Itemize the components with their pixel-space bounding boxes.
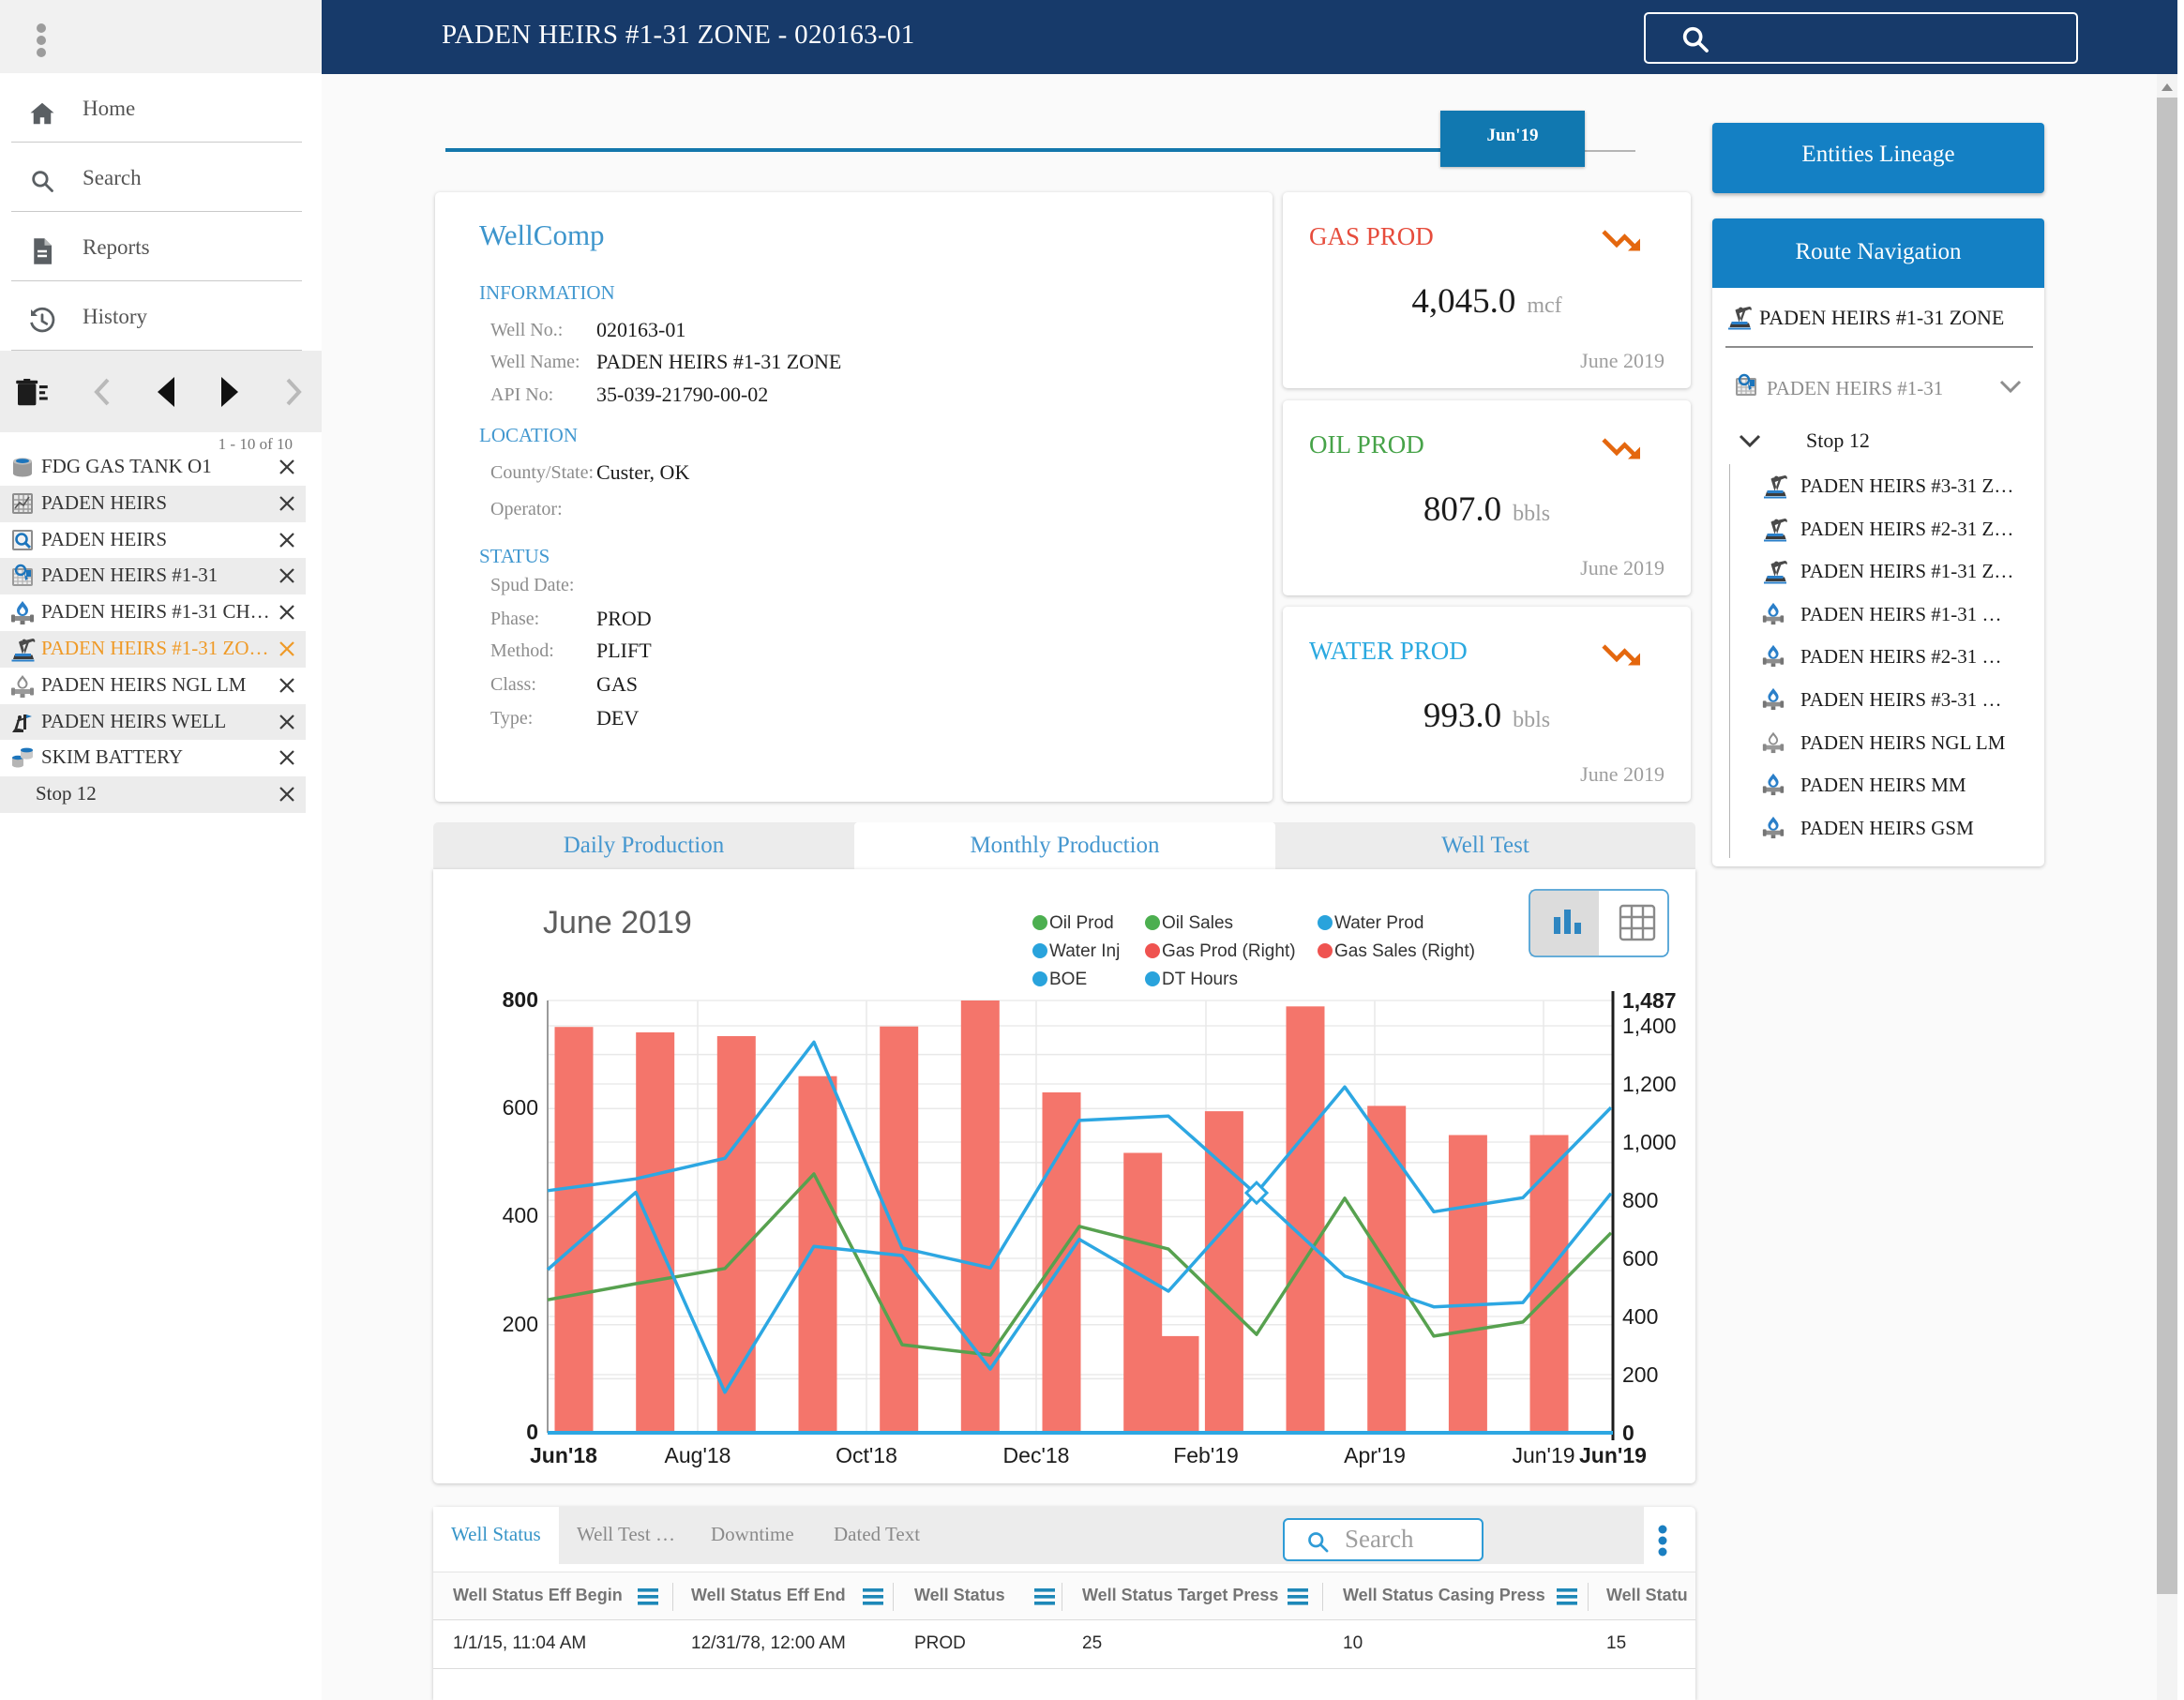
svg-text:Water Inj: Water Inj	[1049, 941, 1120, 961]
svg-text:Dec'18: Dec'18	[1003, 1443, 1070, 1467]
svg-text:Jun'18: Jun'18	[530, 1443, 597, 1467]
svg-text:400: 400	[503, 1203, 538, 1227]
svg-text:DT Hours: DT Hours	[1162, 970, 1238, 989]
svg-text:600: 600	[503, 1095, 538, 1120]
svg-text:Gas Prod (Right): Gas Prod (Right)	[1162, 941, 1296, 961]
svg-text:Aug'18: Aug'18	[665, 1443, 731, 1467]
svg-text:200: 200	[503, 1312, 538, 1336]
svg-text:June 2019: June 2019	[543, 905, 692, 940]
svg-text:Jun'19: Jun'19	[1579, 1443, 1647, 1467]
svg-text:1,200: 1,200	[1622, 1072, 1677, 1096]
svg-text:Jun'19: Jun'19	[1512, 1443, 1574, 1467]
svg-text:400: 400	[1622, 1304, 1658, 1329]
svg-text:800: 800	[503, 987, 538, 1012]
svg-text:Apr'19: Apr'19	[1344, 1443, 1406, 1467]
svg-text:BOE: BOE	[1049, 970, 1087, 989]
svg-text:200: 200	[1622, 1362, 1658, 1387]
svg-text:800: 800	[1622, 1188, 1658, 1212]
svg-text:0: 0	[1622, 1421, 1634, 1445]
svg-text:Feb'19: Feb'19	[1173, 1443, 1239, 1467]
svg-text:Oil Prod: Oil Prod	[1049, 913, 1114, 933]
svg-text:1,000: 1,000	[1622, 1130, 1677, 1154]
svg-text:1,400: 1,400	[1622, 1014, 1677, 1038]
svg-text:600: 600	[1622, 1246, 1658, 1271]
svg-text:1,487: 1,487	[1622, 988, 1677, 1013]
svg-text:Gas Sales (Right): Gas Sales (Right)	[1334, 941, 1475, 961]
svg-text:Water Prod: Water Prod	[1334, 913, 1423, 933]
svg-text:0: 0	[526, 1420, 538, 1444]
svg-text:Oct'18: Oct'18	[836, 1443, 897, 1467]
svg-text:Oil Sales: Oil Sales	[1162, 913, 1233, 933]
